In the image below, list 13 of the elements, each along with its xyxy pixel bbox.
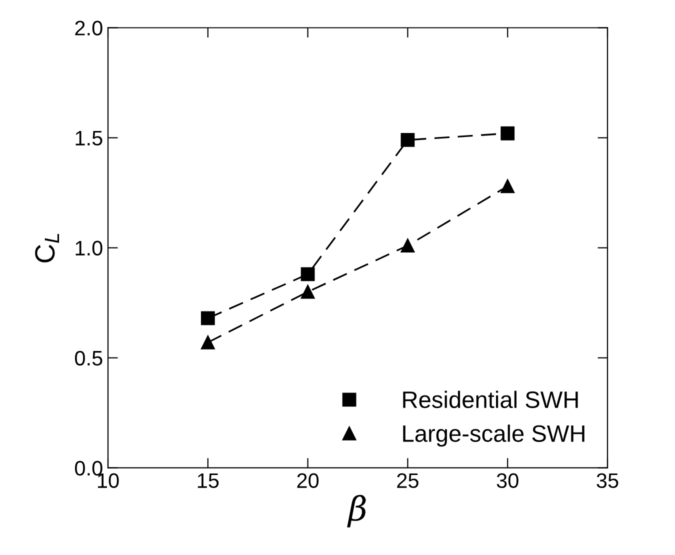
y-axis-title: C$_{L}$ [35, 234, 60, 262]
legend-label: Residential SWH [403, 390, 578, 408]
legend-label: Large-scale SWH [403, 424, 584, 447]
x-tick-label: 20 [297, 473, 319, 488]
x-tick-label: 35 [596, 473, 618, 488]
x-tick-label: 30 [496, 473, 518, 488]
x-axis-title: β [347, 494, 366, 528]
x-tick-label: 25 [397, 473, 418, 488]
y-tick-label: 1.5 [76, 130, 102, 146]
y-tick-label: 0.5 [74, 350, 102, 366]
x-tick-label: 15 [198, 473, 219, 488]
y-tick-label: 1.0 [76, 240, 102, 256]
y-tick-label: 2.0 [75, 20, 102, 36]
